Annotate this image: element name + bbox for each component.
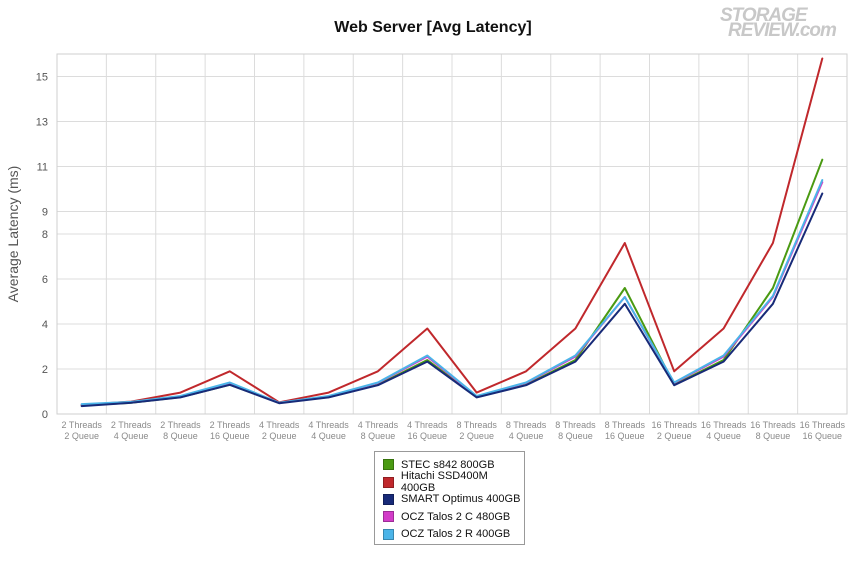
- x-tick-label-line-1: 16 Threads: [652, 420, 698, 430]
- x-tick-label: 4 Threads 8 Queue: [358, 420, 399, 441]
- x-tick-label-line-2: 8 Queue: [756, 431, 791, 441]
- x-tick-label-line-2: 16 Queue: [803, 431, 843, 441]
- x-tick-label: 4 Threads 2 Queue: [259, 420, 300, 441]
- chart-title: Web Server [Avg Latency]: [334, 19, 532, 36]
- x-tick-label-line-1: 2 Threads: [111, 420, 152, 430]
- x-tick-label-line-1: 8 Threads: [457, 420, 498, 430]
- y-tick-label: 6: [42, 274, 48, 286]
- legend-label: OCZ Talos 2 C 480GB: [401, 510, 511, 523]
- y-tick-label: 0: [42, 409, 48, 421]
- logo-line-1: STORAGE: [720, 5, 808, 26]
- x-tick-label-line-1: 4 Threads: [358, 420, 399, 430]
- x-tick-label-line-1: 4 Threads: [407, 420, 448, 430]
- x-tick-label: 16 Threads 16 Queue: [800, 420, 846, 441]
- legend-item: OCZ Talos 2 R 400GB: [383, 526, 524, 543]
- plot-border: [56, 53, 848, 415]
- x-tick-label-line-2: 4 Queue: [311, 431, 346, 441]
- x-tick-label-line-2: 8 Queue: [163, 431, 198, 441]
- storage-review-logo: STORAGE REVIEW.com: [720, 5, 840, 41]
- y-tick-label: 2: [42, 364, 48, 376]
- legend-swatch: [383, 476, 394, 488]
- x-tick-label-line-2: 16 Queue: [408, 431, 448, 441]
- legend-item: SMART Optimus 400GB: [383, 491, 524, 508]
- x-tick-label-line-2: 8 Queue: [558, 431, 593, 441]
- legend-item: OCZ Talos 2 C 480GB: [383, 508, 524, 525]
- series-line: [80, 192, 824, 408]
- chart-legend: STEC s842 800GB Hitachi SSD400M 400GB SMAR…: [374, 451, 525, 545]
- legend-label: SMART Optimus 400GB: [401, 493, 521, 506]
- x-tick-label-line-1: 16 Threads: [701, 420, 747, 430]
- x-tick-label: 4 Threads 16 Queue: [407, 420, 448, 441]
- y-tick-label: 8: [42, 229, 48, 241]
- series-line: [80, 57, 824, 406]
- x-tick-label-line-1: 2 Threads: [160, 420, 201, 430]
- legend-swatch: [383, 493, 394, 505]
- logo-line-2: REVIEW.com: [728, 20, 837, 41]
- x-tick-label-line-2: 16 Queue: [605, 431, 645, 441]
- x-tick-label-line-1: 16 Threads: [800, 420, 846, 430]
- legend-item: Hitachi SSD400M 400GB: [383, 470, 524, 494]
- x-tick-label-line-1: 8 Threads: [555, 420, 596, 430]
- legend-label: OCZ Talos 2 R 400GB: [401, 528, 511, 541]
- legend-swatch: [383, 511, 394, 523]
- x-tick-label: 4 Threads 4 Queue: [308, 420, 349, 441]
- x-tick-label: 2 Threads 2 Queue: [62, 420, 103, 441]
- legend-label: Hitachi SSD400M 400GB: [400, 470, 488, 495]
- y-tick-label: 15: [36, 72, 48, 84]
- x-tick-label-line-2: 2 Queue: [657, 431, 692, 441]
- legend-item: STEC s842 800GB: [383, 456, 524, 473]
- x-tick-label-line-2: 4 Queue: [706, 431, 741, 441]
- x-tick-label-line-2: 2 Queue: [64, 431, 99, 441]
- x-tick-label-line-1: 2 Threads: [210, 420, 251, 430]
- y-tick-label: 9: [42, 207, 48, 219]
- series-line: [80, 179, 824, 406]
- legend-swatch: [383, 528, 394, 540]
- legend-label: STEC s842 800GB: [401, 458, 495, 471]
- x-tick-label-line-1: 4 Threads: [308, 420, 349, 430]
- x-tick-label: 2 Threads 8 Queue: [160, 420, 201, 441]
- y-tick-label: 4: [42, 319, 48, 331]
- x-tick-label-line-1: 2 Threads: [62, 420, 103, 430]
- x-tick-label: 16 Threads 2 Queue: [652, 420, 698, 441]
- x-tick-label: 2 Threads 4 Queue: [111, 420, 152, 441]
- y-axis-title: Average Latency (ms): [5, 166, 21, 303]
- x-tick-label-line-1: 16 Threads: [750, 420, 796, 430]
- x-tick-label: 8 Threads 2 Queue: [457, 420, 498, 441]
- x-tick-label: 16 Threads 4 Queue: [701, 420, 747, 441]
- x-tick-label: 8 Threads 16 Queue: [605, 420, 646, 441]
- x-tick-label-line-2: 4 Queue: [509, 431, 544, 441]
- x-tick-label: 16 Threads 8 Queue: [750, 420, 796, 441]
- x-tick-label: 2 Threads 16 Queue: [210, 420, 251, 441]
- grid-layer: [56, 53, 848, 415]
- x-tick-label-line-1: 8 Threads: [605, 420, 646, 430]
- x-tick-label-line-2: 8 Queue: [361, 431, 396, 441]
- y-tick-label: 11: [37, 162, 48, 174]
- x-tick-label-line-2: 2 Queue: [459, 431, 494, 441]
- y-tick-label: 13: [36, 117, 48, 129]
- x-tick-label-line-2: 2 Queue: [262, 431, 297, 441]
- x-tick-label: 8 Threads 4 Queue: [506, 420, 547, 441]
- x-tick-label: 8 Threads 8 Queue: [555, 420, 596, 441]
- x-tick-label-line-1: 8 Threads: [506, 420, 547, 430]
- x-tick-label-line-1: 4 Threads: [259, 420, 300, 430]
- series-layer: [80, 57, 824, 408]
- legend-swatch: [383, 459, 394, 471]
- x-tick-label-line-2: 4 Queue: [114, 431, 149, 441]
- x-tick-label-line-2: 16 Queue: [210, 431, 250, 441]
